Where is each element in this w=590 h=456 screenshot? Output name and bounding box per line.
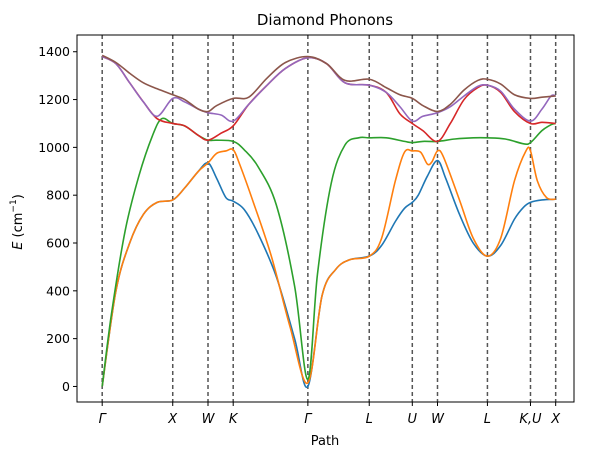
phonon-branch-2 xyxy=(101,146,556,387)
y-axis-label-open: ( xyxy=(11,232,26,241)
y-axis-label: E (cm−1) xyxy=(9,194,26,250)
y-tick-label-1: 200 xyxy=(46,331,70,346)
x-axis-label: Path xyxy=(311,434,340,449)
x-tick-label-5: L xyxy=(366,412,373,427)
x-tick-label-4: Γ xyxy=(304,412,313,427)
x-tick-label-3: K xyxy=(229,412,239,427)
y-tick-label-4: 800 xyxy=(46,188,70,203)
y-tick-label-5: 1000 xyxy=(38,140,70,155)
y-tick-label-6: 1200 xyxy=(38,92,70,107)
phonon-branch-5 xyxy=(101,55,556,123)
x-tick-label-9: K,U xyxy=(519,412,542,427)
y-axis-label-unit-exponent: −1 xyxy=(9,199,19,212)
y-tick-label-3: 600 xyxy=(46,236,70,251)
x-tick-label-1: X xyxy=(167,412,178,427)
y-axis-label-unit: cm xyxy=(11,213,26,233)
x-tick-label-2: W xyxy=(202,412,216,427)
y-tick-label-2: 400 xyxy=(46,283,70,298)
x-tick-label-8: L xyxy=(484,412,491,427)
x-tick-label-6: U xyxy=(408,412,418,427)
x-tick-label-0: Γ xyxy=(99,412,108,427)
x-tick-label-10: X xyxy=(550,412,561,427)
y-axis-label-symbol: E xyxy=(11,241,26,250)
phonon-branch-6 xyxy=(101,54,556,113)
chart-title: Diamond Phonons xyxy=(257,11,393,29)
y-tick-label-0: 0 xyxy=(62,379,70,394)
plot-frame xyxy=(76,34,575,403)
y-tick-label-7: 1400 xyxy=(38,44,70,59)
x-tick-label-7: W xyxy=(431,412,445,427)
y-axis-label-close: ) xyxy=(11,194,26,199)
